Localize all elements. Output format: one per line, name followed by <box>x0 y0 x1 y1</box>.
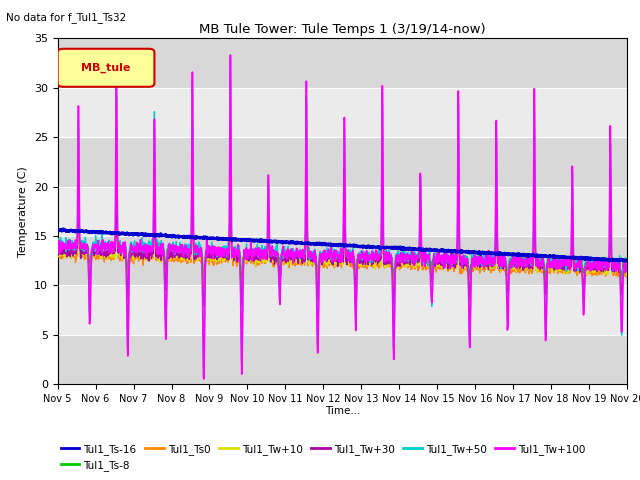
Line: Tul1_Ts-16: Tul1_Ts-16 <box>58 228 627 261</box>
Tul1_Tw+100 <box>372 247 380 253</box>
Tul1_Ts-8 <box>54 245 61 251</box>
Tul1_Tw+50 <box>200 370 207 376</box>
Tul1_Tw+50 <box>54 242 61 248</box>
Tul1_Tw+50 <box>372 252 380 258</box>
Tul1_Tw+10 <box>189 187 196 192</box>
Tul1_Tw+50 <box>589 261 597 266</box>
Tul1_Ts-8 <box>618 276 626 282</box>
Tul1_Ts-16 <box>508 251 516 257</box>
Bar <box>58 335 627 384</box>
FancyBboxPatch shape <box>58 49 154 87</box>
Tul1_Tw+30 <box>623 265 631 271</box>
Line: Tul1_Tw+10: Tul1_Tw+10 <box>58 190 627 302</box>
Tul1_Tw+30 <box>54 243 61 249</box>
Y-axis label: Temperature (C): Temperature (C) <box>18 166 28 257</box>
Title: MB Tule Tower: Tule Temps 1 (3/19/14-now): MB Tule Tower: Tule Temps 1 (3/19/14-now… <box>199 23 486 36</box>
Line: Tul1_Tw+50: Tul1_Tw+50 <box>58 58 627 373</box>
Tul1_Ts-16 <box>589 256 596 262</box>
Tul1_Tw+30 <box>509 260 516 265</box>
Tul1_Tw+10 <box>54 250 61 255</box>
Tul1_Tw+30 <box>360 257 367 263</box>
Tul1_Tw+100 <box>360 253 367 259</box>
Tul1_Tw+10 <box>360 260 367 266</box>
Line: Tul1_Ts0: Tul1_Ts0 <box>58 200 627 297</box>
Tul1_Tw+50 <box>227 55 234 61</box>
Tul1_Tw+30 <box>213 251 221 257</box>
Tul1_Tw+10 <box>573 263 581 269</box>
Tul1_Ts-16 <box>54 227 61 233</box>
Tul1_Tw+30 <box>589 264 597 270</box>
Tul1_Ts-16 <box>213 235 221 241</box>
Tul1_Ts0 <box>573 266 581 272</box>
Bar <box>58 88 627 137</box>
Tul1_Ts0 <box>372 259 380 265</box>
Tul1_Ts0 <box>54 251 61 256</box>
Tul1_Tw+10 <box>200 299 208 305</box>
Tul1_Tw+100 <box>54 238 61 244</box>
Bar <box>58 187 627 236</box>
Tul1_Ts0 <box>200 294 207 300</box>
Tul1_Ts-8 <box>212 248 220 253</box>
Tul1_Tw+30 <box>372 259 380 264</box>
Tul1_Tw+50 <box>623 262 631 268</box>
Tul1_Tw+100 <box>227 52 234 58</box>
Tul1_Tw+100 <box>589 261 597 266</box>
Bar <box>58 236 627 285</box>
Tul1_Ts0 <box>213 262 221 267</box>
Tul1_Tw+10 <box>623 265 631 271</box>
Tul1_Ts0 <box>360 259 367 265</box>
Tul1_Tw+10 <box>589 270 597 276</box>
Tul1_Tw+10 <box>213 251 221 256</box>
Tul1_Ts-16 <box>573 255 581 261</box>
Tul1_Tw+10 <box>509 265 516 271</box>
Tul1_Tw+50 <box>213 252 221 257</box>
Tul1_Ts-16 <box>359 244 367 250</box>
Tul1_Ts-8 <box>623 260 631 266</box>
Text: MB_tule: MB_tule <box>81 63 131 73</box>
Tul1_Ts-8 <box>508 254 516 260</box>
Tul1_Ts-8 <box>573 259 581 264</box>
Line: Tul1_Tw+30: Tul1_Tw+30 <box>58 175 627 306</box>
Tul1_Ts0 <box>623 266 631 272</box>
Tul1_Tw+30 <box>227 172 234 178</box>
Tul1_Ts-16 <box>60 226 67 231</box>
Tul1_Tw+100 <box>509 260 516 265</box>
Tul1_Ts-16 <box>372 244 380 250</box>
Bar <box>58 285 627 335</box>
Bar <box>58 137 627 187</box>
Tul1_Tw+30 <box>573 264 581 270</box>
Line: Tul1_Ts-8: Tul1_Ts-8 <box>58 213 627 279</box>
Bar <box>58 38 627 88</box>
Tul1_Tw+100 <box>213 250 221 256</box>
Tul1_Ts-16 <box>623 258 631 264</box>
Tul1_Tw+100 <box>573 263 581 269</box>
Tul1_Ts-8 <box>372 255 380 261</box>
Tul1_Ts0 <box>509 268 516 274</box>
Tul1_Ts-16 <box>605 258 613 264</box>
Tul1_Ts0 <box>113 197 120 203</box>
Tul1_Tw+50 <box>509 252 516 257</box>
Tul1_Tw+10 <box>372 254 380 260</box>
Tul1_Ts0 <box>589 267 597 273</box>
Tul1_Tw+30 <box>200 303 207 309</box>
Legend: Tul1_Ts-16, Tul1_Ts-8, Tul1_Ts0, Tul1_Tw+10, Tul1_Tw+30, Tul1_Tw+50, Tul1_Tw+100: Tul1_Ts-16, Tul1_Ts-8, Tul1_Ts0, Tul1_Tw… <box>56 439 589 475</box>
Tul1_Tw+100 <box>623 263 631 268</box>
Tul1_Ts-8 <box>227 210 234 216</box>
Text: No data for f_Tul1_Ts32: No data for f_Tul1_Ts32 <box>6 12 127 23</box>
Tul1_Ts-8 <box>589 259 596 265</box>
Line: Tul1_Tw+100: Tul1_Tw+100 <box>58 55 627 379</box>
Tul1_Tw+100 <box>200 376 207 382</box>
Tul1_Tw+50 <box>573 256 581 262</box>
X-axis label: Time...: Time... <box>324 407 360 417</box>
Tul1_Tw+50 <box>360 253 367 259</box>
Tul1_Ts-8 <box>359 252 367 258</box>
